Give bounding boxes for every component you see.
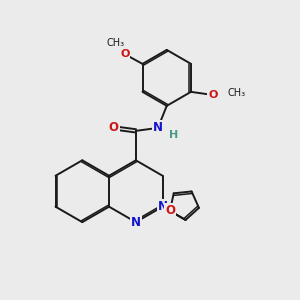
Text: CH₃: CH₃ — [228, 88, 246, 98]
Text: H: H — [169, 130, 178, 140]
Text: CH₃: CH₃ — [107, 38, 125, 48]
Text: N: N — [153, 122, 163, 134]
Text: N: N — [158, 200, 168, 213]
Text: O: O — [165, 204, 175, 218]
Text: O: O — [120, 49, 130, 58]
Text: O: O — [208, 90, 218, 100]
Text: N: N — [131, 216, 141, 229]
Text: O: O — [109, 122, 119, 134]
